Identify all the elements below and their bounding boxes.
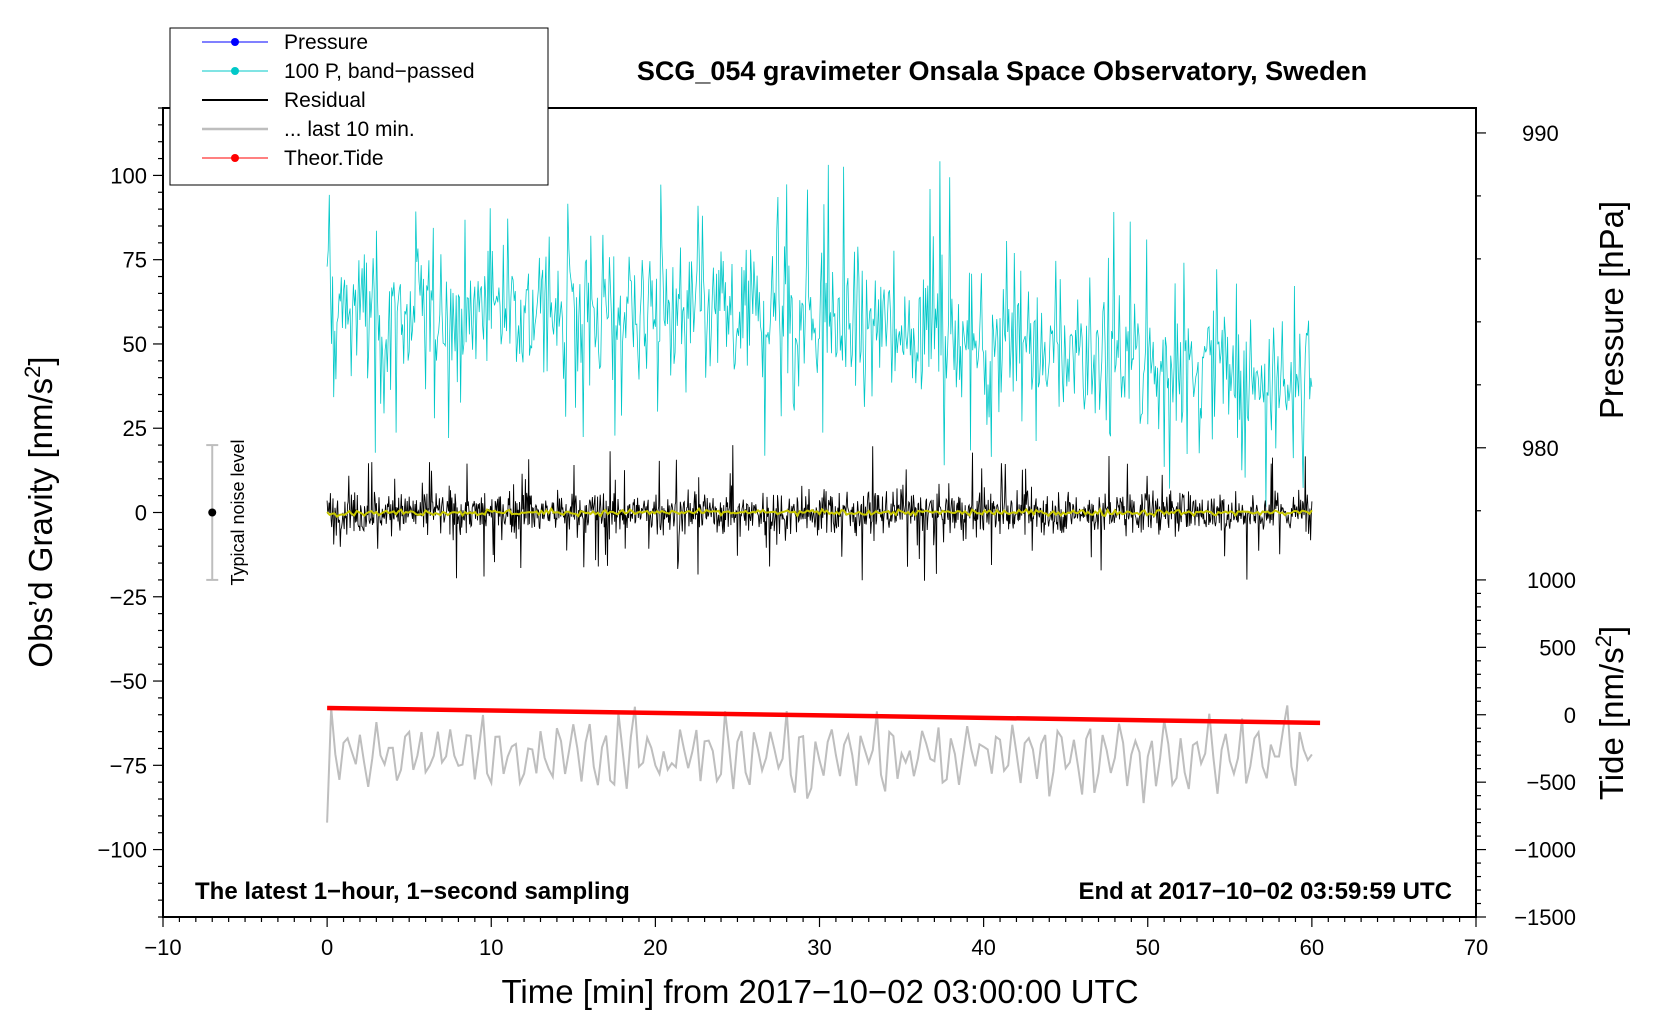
y-tick-label: 75 (123, 248, 147, 273)
bandpassed-line (326, 161, 1313, 508)
tide-tick-label: −500 (1526, 770, 1576, 795)
legend-marker (231, 154, 239, 162)
last-10-min-line (326, 705, 1313, 823)
x-axis-title: Time [min] from 2017−10−02 03:00:00 UTC (501, 973, 1138, 1010)
residual-line (326, 445, 1313, 581)
y-tick-label: 0 (135, 501, 147, 526)
y-tick-label: −50 (110, 669, 147, 694)
pressure-tick-label: 980 (1522, 436, 1559, 461)
legend-label: ... last 10 min. (284, 118, 415, 141)
tide-axis-title: Tide [nm/s2] (1591, 626, 1630, 800)
y-tick-label: 100 (110, 163, 147, 188)
x-axis-ticks: −10 0 10 20 30 40 50 60 70 (144, 917, 1488, 960)
tide-tick-label: 500 (1539, 635, 1576, 660)
y-tick-label: −25 (110, 585, 147, 610)
tide-tick-label: 1000 (1527, 568, 1576, 593)
y-tick-label: 25 (123, 416, 147, 441)
last-10-min-series (326, 705, 1313, 823)
tide-tick-label: −1000 (1514, 838, 1576, 863)
pressure-axis-title: Pressure [hPa] (1593, 201, 1630, 419)
x-tick-label: 20 (643, 935, 667, 960)
x-tick-label: 50 (1136, 935, 1160, 960)
legend-label: Residual (284, 89, 366, 112)
residual-smoothed-line (326, 506, 1313, 518)
legend-marker (231, 38, 239, 46)
pressure-tick-label: 990 (1522, 121, 1559, 146)
end-time-annotation: End at 2017−10−02 03:59:59 UTC (1078, 878, 1452, 905)
x-tick-label: 0 (321, 935, 333, 960)
y-axis-ticks: −100 −75 −50 −25 0 25 50 75 100 (97, 107, 163, 918)
bandpassed-pressure-series (326, 161, 1313, 508)
typical-noise-bar: Typical noise level (206, 439, 248, 586)
residual-smoothed-series (326, 506, 1313, 518)
pressure-axis-ticks: 9809901000101010201030 (1476, 121, 1559, 512)
x-tick-label: −10 (144, 935, 181, 960)
theoretical-tide-series (327, 705, 1321, 726)
legend-label: 100 P, band−passed (284, 60, 475, 83)
x-tick-label: 10 (479, 935, 503, 960)
residual-series (326, 445, 1313, 581)
legend-marker (231, 67, 239, 75)
noise-bar-label: Typical noise level (228, 439, 248, 585)
y-tick-label: 50 (123, 332, 147, 357)
legend: Pressure 100 P, band−passed Residual ... la… (169, 27, 549, 186)
y-tick-label: −75 (110, 753, 147, 778)
tide-axis-ticks: −1500 −1000 −500 0 500 1000 (1476, 568, 1576, 930)
tide-line (327, 705, 1321, 726)
chart-title: SCG_054 gravimeter Onsala Space Observat… (637, 56, 1367, 86)
x-tick-label: 30 (807, 935, 831, 960)
tide-tick-label: 0 (1564, 703, 1576, 728)
y-axis-title: Obs’d Gravity [nm/s2] (20, 356, 59, 667)
noise-bar-dot (208, 508, 217, 517)
legend-label: Pressure (284, 31, 368, 54)
sampling-annotation: The latest 1−hour, 1−second sampling (195, 878, 630, 905)
legend-label: Theor.Tide (284, 147, 384, 170)
x-tick-label: 40 (971, 935, 995, 960)
x-tick-label: 70 (1464, 935, 1488, 960)
y-tick-label: −100 (97, 838, 147, 863)
x-tick-label: 60 (1300, 935, 1324, 960)
tide-tick-label: −1500 (1514, 905, 1576, 930)
